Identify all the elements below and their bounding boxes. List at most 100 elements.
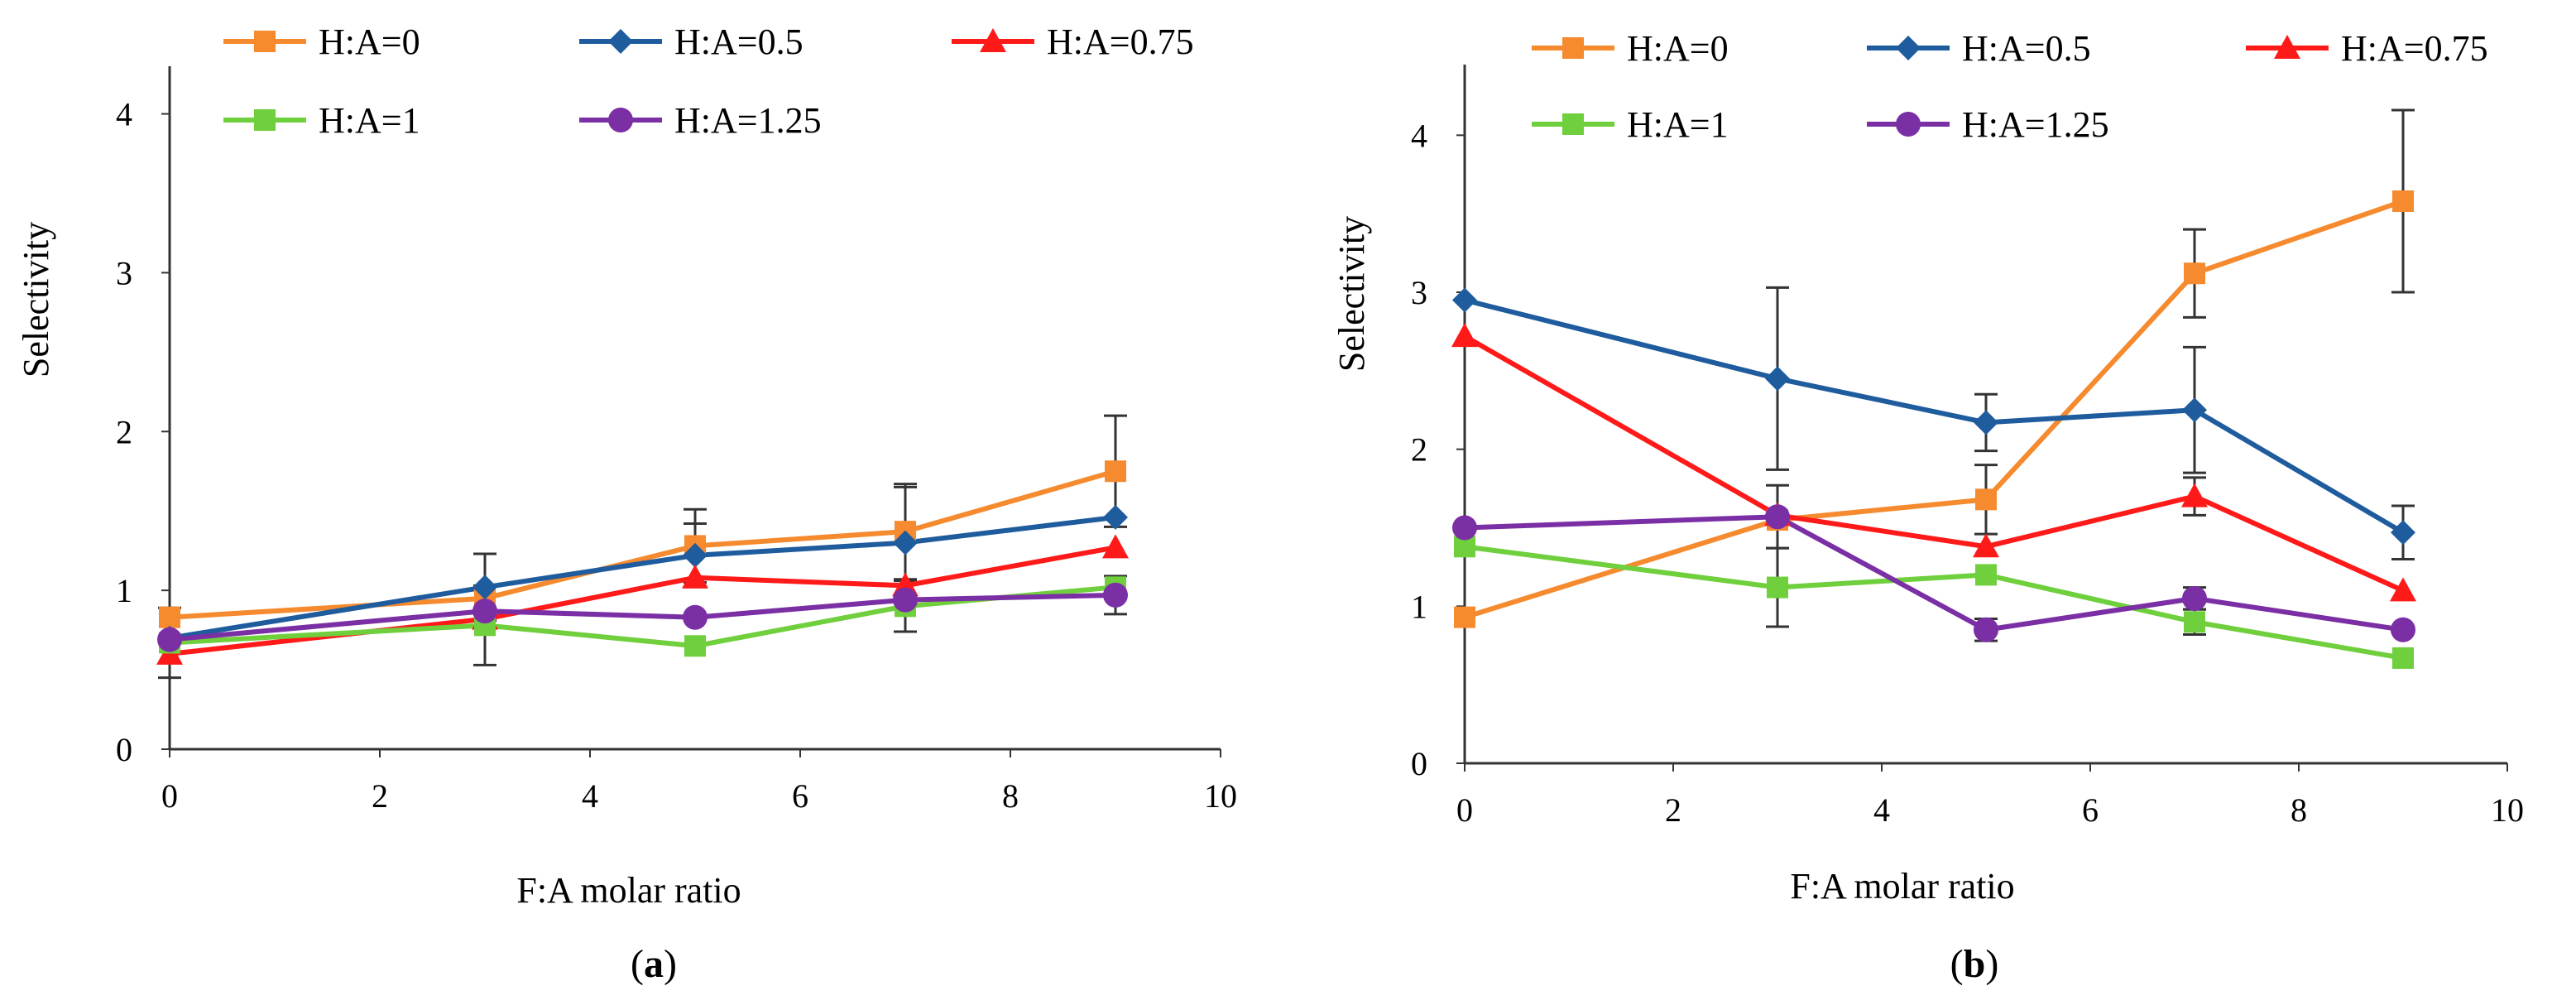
legend-entry: H:A=0.75 — [2246, 28, 2488, 69]
legend-entry: H:A=0.5 — [1867, 28, 2091, 69]
series-line-2 — [1463, 334, 2405, 594]
data-point — [159, 606, 180, 628]
series-line-0 — [169, 469, 1116, 620]
data-point — [2181, 483, 2208, 507]
y-tick-label: 0 — [1411, 745, 1427, 782]
series-line-1 — [169, 514, 1116, 641]
data-point — [2390, 577, 2416, 602]
data-point — [157, 627, 182, 652]
data-point — [683, 542, 708, 568]
data-point — [1451, 323, 1478, 348]
data-point — [1103, 582, 1128, 608]
chart-panel-a: 0 2 4 6 8 10 0 1 2 3 4 Selectivity F:A molar ratio (a… — [16, 22, 1237, 986]
data-point — [2391, 520, 2415, 546]
legend-label: H:A=1.25 — [674, 100, 822, 141]
legend-swatch-marker — [980, 28, 1006, 52]
data-point — [473, 599, 497, 624]
chart-panel-b: 0 2 4 6 8 10 0 1 2 3 4 Selectivity F:A molar ratio (b… — [1331, 28, 2524, 986]
data-point — [473, 575, 497, 600]
legend-swatch-marker — [1896, 112, 1921, 137]
legend-label: H:A=0.5 — [1962, 28, 2091, 69]
legend-entry: H:A=1.25 — [579, 100, 822, 141]
x-tick-label: 0 — [1456, 791, 1473, 829]
data-point — [1767, 576, 1788, 599]
legend-swatch-marker — [608, 108, 633, 132]
x-tick-label: 0 — [161, 777, 178, 815]
data-point — [1452, 515, 1477, 541]
y-tick-label: 2 — [116, 413, 132, 450]
x-tick-label: 6 — [2082, 791, 2099, 829]
legend-swatch-marker — [608, 29, 633, 54]
x-tick-label: 10 — [2491, 791, 2524, 829]
data-point — [2182, 585, 2207, 611]
legend-label: H:A=0 — [319, 22, 420, 62]
legend-label: H:A=1 — [1627, 104, 1729, 145]
y-tick-label: 1 — [116, 572, 132, 609]
data-point — [893, 587, 918, 613]
data-point — [2391, 617, 2415, 642]
data-point — [684, 635, 706, 657]
data-point — [1765, 504, 1790, 530]
panel-caption: (b) — [1950, 942, 1999, 986]
legend-entry: H:A=0.5 — [579, 22, 804, 62]
data-point — [1105, 460, 1126, 483]
data-point — [1103, 504, 1128, 530]
legend-swatch-marker — [254, 31, 276, 52]
x-tick-label: 6 — [792, 777, 808, 815]
x-tick-label: 8 — [1002, 777, 1019, 815]
x-axis-title: F:A molar ratio — [516, 870, 741, 911]
data-point — [2184, 611, 2205, 633]
x-tick-label: 2 — [372, 777, 388, 815]
legend-swatch-marker — [1562, 113, 1584, 135]
legend-entry: H:A=1 — [223, 100, 420, 141]
data-point — [1454, 606, 1475, 628]
data-point — [2392, 647, 2414, 669]
x-tick-label: 4 — [582, 777, 598, 815]
y-tick-label: 4 — [1411, 117, 1427, 154]
y-axis-title: Selectivity — [16, 222, 56, 377]
data-point — [1974, 410, 1998, 435]
panel-caption: (a) — [631, 942, 677, 986]
data-point — [2182, 397, 2207, 423]
y-tick-label: 3 — [116, 254, 132, 291]
y-tick-label: 2 — [1411, 431, 1427, 469]
x-tick-label: 10 — [1204, 777, 1237, 815]
y-tick-label: 4 — [116, 96, 132, 133]
data-point — [1975, 564, 1997, 586]
legend-label: H:A=1.25 — [1962, 104, 2109, 145]
data-point — [893, 530, 918, 555]
data-point — [2392, 190, 2414, 213]
legend-entry: H:A=1.25 — [1867, 104, 2109, 145]
legend-swatch-marker — [1562, 37, 1584, 59]
legend-label: H:A=0.5 — [674, 22, 804, 62]
legend-swatch-marker — [2274, 35, 2300, 59]
x-tick-label: 2 — [1665, 791, 1681, 829]
legend-swatch-marker — [254, 109, 276, 131]
legend-entry: H:A=0.75 — [952, 22, 1194, 62]
legend-entry: H:A=1 — [1532, 104, 1729, 145]
x-tick-label: 8 — [2291, 791, 2307, 829]
data-point — [682, 564, 708, 589]
data-point — [2184, 262, 2205, 285]
y-axis-title: Selectivity — [1331, 216, 1372, 372]
data-point — [1975, 488, 1997, 511]
legend-entry: H:A=0 — [223, 22, 420, 62]
legend-swatch-marker — [1896, 36, 1921, 60]
data-point — [1452, 287, 1477, 313]
legend-entry: H:A=0 — [1532, 28, 1729, 69]
y-tick-label: 3 — [1411, 274, 1427, 311]
x-axis-title: F:A molar ratio — [1790, 866, 2014, 906]
legend-label: H:A=1 — [319, 100, 420, 141]
legend-label: H:A=0 — [1627, 28, 1729, 69]
x-tick-label: 4 — [1873, 791, 1890, 829]
data-point — [1765, 366, 1790, 392]
legend-label: H:A=0.75 — [1047, 22, 1194, 62]
data-point — [1974, 617, 1998, 642]
data-point — [683, 604, 708, 630]
data-point — [1973, 533, 1999, 558]
y-tick-label: 0 — [116, 731, 132, 768]
legend-label: H:A=0.75 — [2341, 28, 2488, 69]
data-point — [1102, 534, 1129, 559]
y-tick-label: 1 — [1411, 588, 1427, 625]
